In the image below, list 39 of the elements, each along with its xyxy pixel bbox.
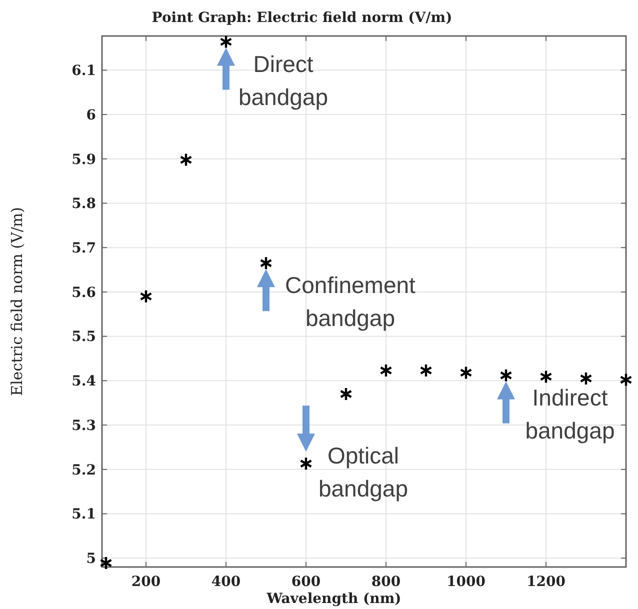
point	[140, 289, 152, 304]
point	[540, 370, 552, 384]
point	[260, 256, 272, 270]
y-tick-label: 5.1	[72, 506, 96, 523]
y-axis-title: Electric field norm (V/m)	[8, 207, 26, 396]
y-tick-label: 6	[86, 107, 96, 124]
y-tick-label: 5.7	[72, 240, 96, 256]
y-tick-label: 5.6	[72, 284, 96, 301]
y-tick-label: 5.9	[72, 152, 96, 168]
point	[460, 366, 472, 380]
y-tick-label: 6.1	[72, 63, 96, 80]
x-tick-label: 800	[371, 574, 401, 590]
annotation: Direct bandgap	[238, 50, 328, 110]
y-tick-label: 5.8	[72, 196, 96, 212]
point	[300, 456, 312, 471]
point	[340, 386, 352, 402]
x-axis-title: Wavelength (nm)	[266, 591, 402, 607]
y-tick-label: 5.5	[72, 329, 96, 346]
x-tick-label: 600	[291, 574, 321, 590]
x-tick-label: 400	[211, 574, 241, 590]
point	[100, 556, 112, 570]
point	[180, 152, 192, 167]
annotation: Confinement bandgap	[285, 272, 416, 332]
y-tick-label: 5.4	[72, 374, 96, 390]
point	[420, 363, 432, 378]
annotation: Indirect bandgap	[525, 384, 615, 444]
y-tick-label: 5	[86, 551, 96, 568]
chart-title: Point Graph: Electric field norm (V/m)	[152, 10, 452, 26]
x-tick-label: 200	[131, 574, 161, 590]
y-tick-label: 5.3	[72, 418, 96, 434]
point	[580, 371, 592, 386]
x-tick-label: 1000	[446, 574, 486, 590]
y-tick-label: 5.2	[72, 462, 96, 478]
annotation: Optical bandgap	[318, 442, 408, 502]
x-tick-label: 1200	[526, 574, 566, 590]
point	[380, 363, 392, 378]
point	[500, 368, 512, 382]
point	[220, 34, 232, 49]
point	[620, 372, 632, 387]
